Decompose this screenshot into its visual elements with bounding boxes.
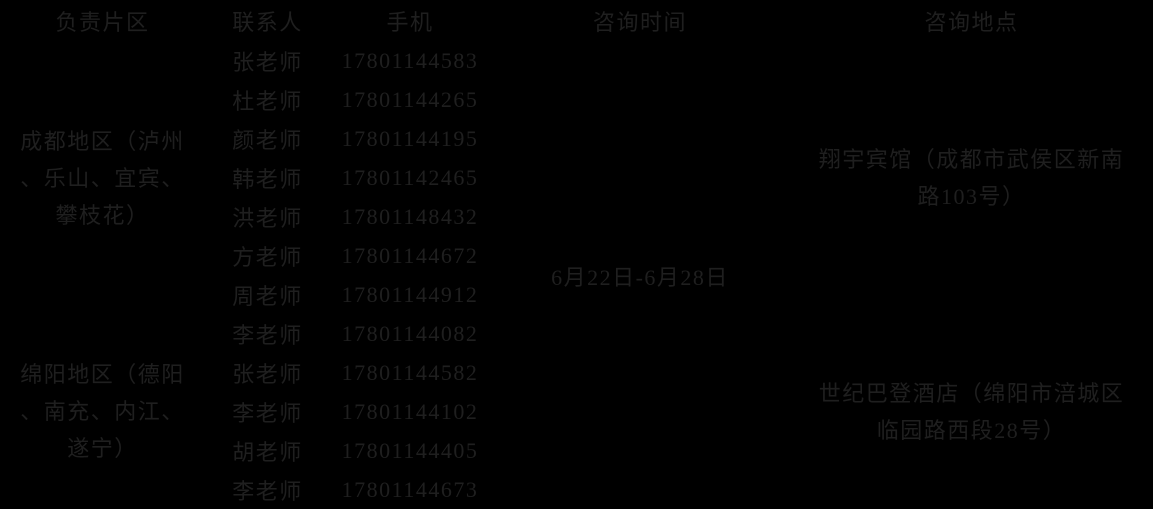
contact-name-cell: 颜老师 <box>232 128 303 154</box>
contact-phone-cell: 17801142465 <box>341 165 479 191</box>
contact-name-cell: 张老师 <box>232 361 303 387</box>
contact-name-cell: 李老师 <box>232 322 303 348</box>
contact-phone-cell: 17801144672 <box>341 243 479 269</box>
region-cell-chengdu: 成都地区（泸州、乐山、宜宾、攀枝花） <box>0 42 205 314</box>
contact-phone-cell: 17801144583 <box>341 48 479 74</box>
region-text: 成都地区（泸州、乐山、宜宾、攀枝花） <box>20 128 185 228</box>
contact-name-cell: 杜老师 <box>232 89 303 115</box>
location-text: 翔宇宾馆（成都市武侯区新南路103号） <box>818 147 1125 210</box>
contact-phone-cell: 17801144673 <box>341 476 479 502</box>
contact-name-cell: 胡老师 <box>232 439 303 465</box>
region-text: 绵阳地区（德阳、南充、内江、遂宁） <box>20 362 185 462</box>
contact-name-cell: 张老师 <box>232 50 303 76</box>
header-contact: 联系人 <box>232 10 303 35</box>
contact-phone-cell: 17801144582 <box>341 359 479 385</box>
header-phone: 手机 <box>386 10 434 35</box>
contact-name-cell: 周老师 <box>232 283 303 309</box>
contact-name-cell: 李老师 <box>232 478 303 504</box>
header-region: 负责片区 <box>55 10 150 35</box>
contact-name-cell: 韩老师 <box>232 167 303 193</box>
contact-phone-cell: 17801144102 <box>341 398 479 424</box>
header-time: 咨询时间 <box>592 10 687 35</box>
time-cell: 6月22日-6月28日 <box>551 264 729 290</box>
contact-phone-cell: 17801144195 <box>341 126 479 152</box>
contact-phone-cell: 17801144082 <box>341 320 479 346</box>
contact-name-cell: 洪老师 <box>232 206 303 232</box>
contact-name-cell: 方老师 <box>232 245 303 271</box>
contact-name-cell: 李老师 <box>232 400 303 426</box>
header-location: 咨询地点 <box>924 10 1019 35</box>
contact-phone-cell: 17801144405 <box>341 437 479 463</box>
contact-phone-cell: 17801148432 <box>341 204 479 230</box>
location-text: 世纪巴登酒店（绵阳市涪城区临园路西段28号） <box>818 380 1125 443</box>
contact-phone-cell: 17801144265 <box>341 87 479 113</box>
location-cell-chengdu: 翔宇宾馆（成都市武侯区新南路103号） <box>790 42 1153 314</box>
location-cell-mianyang: 世纪巴登酒店（绵阳市涪城区临园路西段28号） <box>790 314 1153 509</box>
contact-phone-cell: 17801144912 <box>341 281 479 307</box>
region-cell-mianyang: 绵阳地区（德阳、南充、内江、遂宁） <box>0 314 205 509</box>
